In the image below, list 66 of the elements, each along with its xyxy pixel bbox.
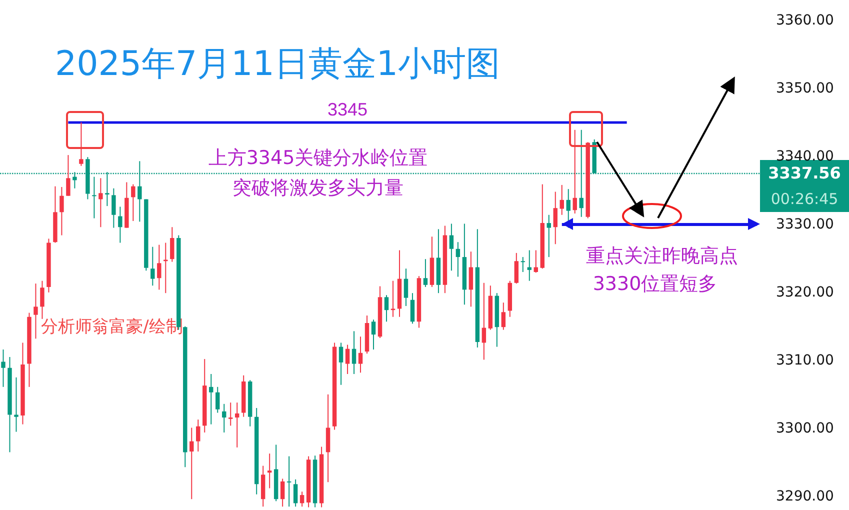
candlestick — [228, 402, 233, 426]
candlestick — [98, 178, 103, 228]
candlestick — [546, 214, 551, 258]
candlestick — [293, 478, 298, 508]
candlestick — [514, 252, 519, 284]
annotation: 3330位置短多 — [592, 273, 718, 295]
candlestick — [118, 206, 122, 244]
candlestick — [553, 191, 558, 245]
candlestick — [371, 319, 376, 350]
candlestick — [157, 244, 162, 290]
candlestick — [66, 154, 70, 196]
candlestick — [60, 186, 64, 236]
candlestick — [286, 456, 292, 508]
y-tick-label: 3330.00 — [776, 216, 834, 232]
annotation: 突破将激发多头力量 — [232, 177, 404, 199]
candlestick — [92, 176, 96, 219]
candlestick — [300, 491, 304, 508]
candlestick — [170, 226, 174, 262]
candlestick — [449, 223, 454, 272]
candlestick — [534, 250, 538, 274]
candlestick — [338, 342, 344, 386]
candlestick — [410, 292, 415, 324]
candlestick — [34, 283, 38, 340]
candlestick — [527, 250, 532, 282]
candlestick — [390, 280, 396, 318]
candlestick — [468, 251, 474, 308]
text: 00:26:45 — [770, 190, 838, 208]
candlestick — [79, 122, 84, 166]
annotation: 重点关注昨晚高点 — [586, 245, 738, 267]
candlestick — [520, 256, 526, 272]
candlestick — [150, 246, 155, 286]
ref-line-label: 3337.56 — [768, 163, 841, 182]
y-tick-label: 3350.00 — [776, 80, 834, 96]
candlestick — [423, 258, 428, 288]
candlestick — [196, 419, 200, 452]
candlestick — [560, 184, 564, 216]
candlestick — [112, 188, 116, 228]
candlestick — [501, 302, 506, 330]
candlestick — [358, 336, 363, 374]
text: 2025年7月11日黄金1小时图 — [55, 44, 500, 84]
candlestick — [190, 427, 194, 500]
candlestick — [267, 453, 272, 489]
candlestick — [234, 402, 240, 448]
candlestick — [215, 386, 220, 414]
candlestick — [352, 330, 356, 374]
y-tick-label: 3290.00 — [776, 488, 834, 504]
candlestick — [345, 344, 350, 374]
candlestick — [482, 282, 486, 360]
candlestick — [566, 188, 570, 228]
candlestick — [40, 280, 44, 320]
ref-line-label: 3345 — [328, 99, 368, 120]
candlestick — [209, 374, 214, 425]
y-tick-label: 3310.00 — [776, 352, 834, 368]
y-tick-label: 3300.00 — [776, 420, 834, 436]
candlestick — [131, 184, 136, 222]
candlestick — [280, 478, 285, 508]
annotation: 上方3345关键分水岭位置 — [208, 147, 428, 169]
candlestick — [404, 268, 408, 306]
candlestick — [384, 294, 389, 322]
y-tick-label: 3320.00 — [776, 284, 834, 300]
y-tick-label: 3360.00 — [776, 12, 834, 28]
candlestick — [222, 403, 226, 433]
candlestick — [14, 376, 18, 432]
candlestick — [1, 349, 6, 388]
candlestick — [456, 242, 460, 278]
candlestick — [572, 129, 577, 214]
